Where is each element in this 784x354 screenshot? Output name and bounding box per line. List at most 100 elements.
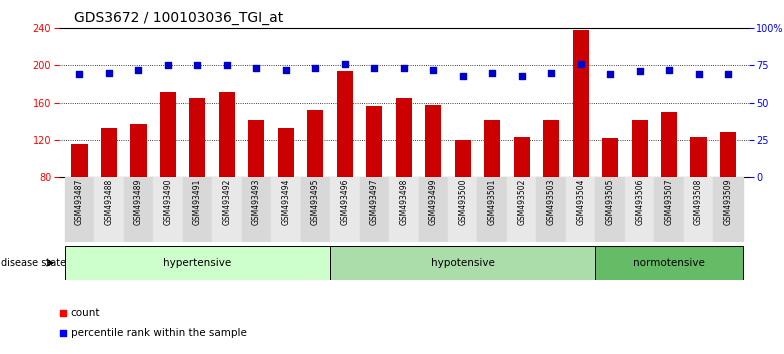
Bar bbox=[336, 71, 353, 177]
Bar bbox=[595, 177, 625, 242]
Point bbox=[284, 255, 296, 261]
Bar bbox=[448, 177, 477, 242]
Bar bbox=[183, 177, 212, 242]
Bar bbox=[71, 144, 88, 177]
Bar bbox=[632, 120, 648, 177]
Text: GSM493491: GSM493491 bbox=[193, 178, 201, 225]
Point bbox=[604, 72, 616, 77]
Bar bbox=[65, 177, 94, 242]
Point bbox=[545, 70, 557, 76]
Bar bbox=[602, 138, 619, 177]
Text: GSM493509: GSM493509 bbox=[724, 178, 732, 225]
Text: GSM493490: GSM493490 bbox=[163, 178, 172, 225]
Point bbox=[284, 78, 296, 84]
Point bbox=[309, 65, 321, 71]
Text: disease state: disease state bbox=[1, 258, 66, 268]
Bar bbox=[396, 98, 412, 177]
Point bbox=[250, 65, 263, 71]
Point bbox=[633, 69, 646, 74]
Point bbox=[456, 73, 469, 79]
Text: GSM493507: GSM493507 bbox=[665, 178, 673, 225]
Point bbox=[280, 67, 292, 73]
Text: GSM493487: GSM493487 bbox=[75, 178, 84, 225]
Text: GSM493496: GSM493496 bbox=[340, 178, 350, 225]
Bar bbox=[425, 105, 441, 177]
Point bbox=[515, 73, 528, 79]
Bar bbox=[713, 177, 742, 242]
Point bbox=[692, 72, 705, 77]
Bar bbox=[300, 177, 330, 242]
Bar bbox=[65, 246, 330, 280]
Bar bbox=[130, 124, 147, 177]
Bar bbox=[477, 177, 507, 242]
Point bbox=[132, 67, 145, 73]
Bar bbox=[419, 177, 448, 242]
Text: hypotensive: hypotensive bbox=[430, 258, 495, 268]
Bar bbox=[153, 177, 183, 242]
Point bbox=[397, 65, 410, 71]
Text: GSM493492: GSM493492 bbox=[223, 178, 231, 225]
Bar bbox=[249, 120, 264, 177]
Bar bbox=[101, 128, 117, 177]
Text: GSM493493: GSM493493 bbox=[252, 178, 261, 225]
Text: GSM493497: GSM493497 bbox=[370, 178, 379, 225]
Point bbox=[427, 67, 440, 73]
Bar bbox=[543, 120, 559, 177]
Bar bbox=[189, 98, 205, 177]
Point bbox=[191, 63, 204, 68]
Bar bbox=[124, 177, 153, 242]
Bar bbox=[684, 177, 713, 242]
Bar bbox=[595, 246, 742, 280]
Text: GSM493498: GSM493498 bbox=[399, 178, 408, 225]
Point bbox=[368, 65, 380, 71]
Text: GSM493504: GSM493504 bbox=[576, 178, 585, 225]
Bar bbox=[389, 177, 419, 242]
Text: hypertensive: hypertensive bbox=[163, 258, 231, 268]
Text: GSM493508: GSM493508 bbox=[694, 178, 703, 225]
Bar bbox=[572, 30, 589, 177]
Bar bbox=[720, 132, 736, 177]
Bar bbox=[691, 137, 706, 177]
Point bbox=[103, 70, 115, 76]
Point bbox=[722, 72, 735, 77]
Bar bbox=[330, 246, 595, 280]
Text: GSM493503: GSM493503 bbox=[546, 178, 556, 225]
Point bbox=[575, 61, 587, 67]
Text: GSM493489: GSM493489 bbox=[134, 178, 143, 225]
Bar bbox=[330, 177, 360, 242]
Text: GSM493501: GSM493501 bbox=[488, 178, 497, 225]
Bar bbox=[278, 128, 294, 177]
Bar bbox=[625, 177, 655, 242]
Text: GSM493495: GSM493495 bbox=[310, 178, 320, 225]
Bar bbox=[219, 92, 235, 177]
Bar bbox=[536, 177, 566, 242]
Point bbox=[339, 61, 351, 67]
Point bbox=[162, 63, 174, 68]
Text: GSM493499: GSM493499 bbox=[429, 178, 437, 225]
Bar bbox=[484, 120, 500, 177]
Text: GSM493494: GSM493494 bbox=[281, 178, 290, 225]
Bar bbox=[160, 92, 176, 177]
Bar bbox=[566, 177, 595, 242]
Point bbox=[486, 70, 499, 76]
Text: GSM493488: GSM493488 bbox=[104, 178, 114, 224]
Point bbox=[220, 63, 233, 68]
Bar bbox=[307, 110, 324, 177]
Text: GSM493505: GSM493505 bbox=[606, 178, 615, 225]
Bar bbox=[661, 112, 677, 177]
Text: GDS3672 / 100103036_TGI_at: GDS3672 / 100103036_TGI_at bbox=[74, 11, 284, 25]
Text: GSM493506: GSM493506 bbox=[635, 178, 644, 225]
Text: GSM493502: GSM493502 bbox=[517, 178, 526, 225]
Bar bbox=[514, 137, 530, 177]
Text: count: count bbox=[71, 308, 100, 318]
Bar bbox=[94, 177, 124, 242]
Text: percentile rank within the sample: percentile rank within the sample bbox=[71, 328, 246, 338]
Bar bbox=[455, 140, 471, 177]
Text: GSM493500: GSM493500 bbox=[458, 178, 467, 225]
Bar bbox=[360, 177, 389, 242]
Point bbox=[662, 67, 675, 73]
Bar bbox=[241, 177, 271, 242]
Bar bbox=[366, 106, 383, 177]
Bar bbox=[212, 177, 241, 242]
Bar bbox=[655, 177, 684, 242]
